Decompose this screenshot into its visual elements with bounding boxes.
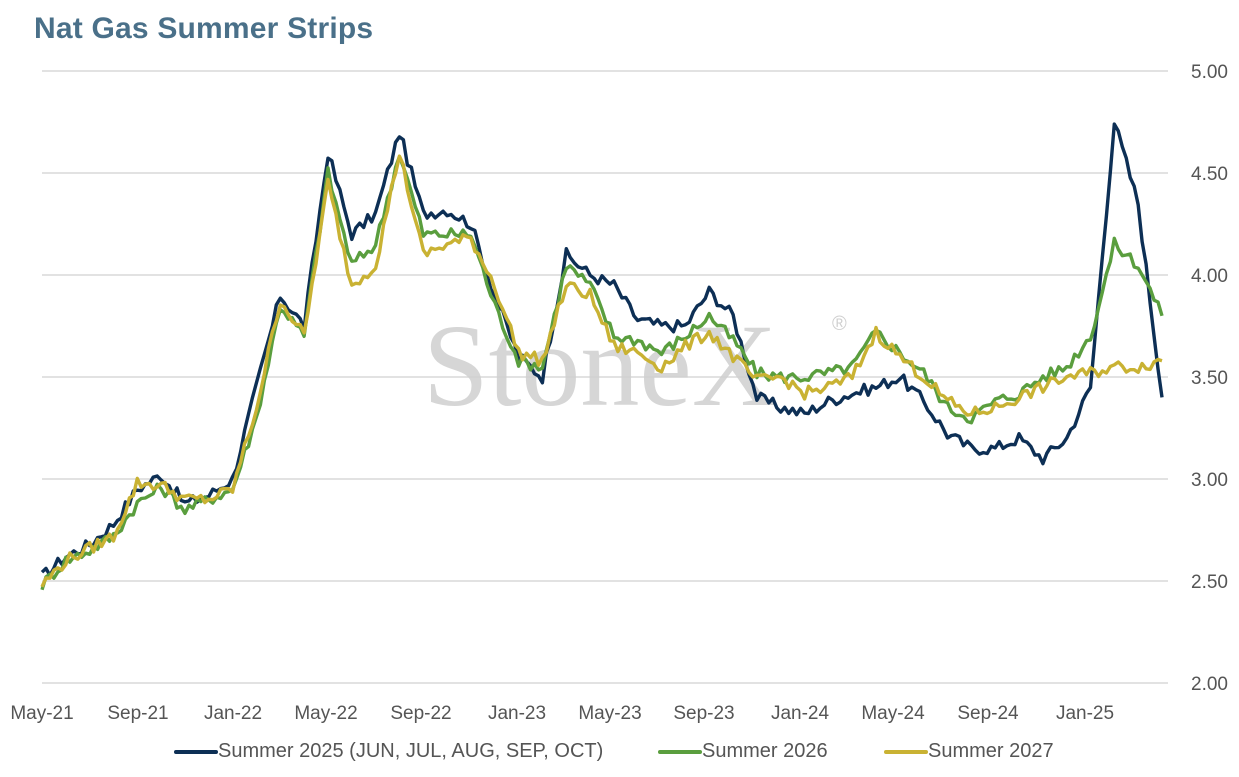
legend-label-summer-2027: Summer 2027 bbox=[928, 740, 1054, 762]
chart-title: Nat Gas Summer Strips bbox=[34, 12, 374, 45]
legend-item-summer-2027: Summer 2027 bbox=[884, 740, 1054, 763]
legend-swatch-summer-2026 bbox=[658, 749, 702, 754]
legend-label-summer-2026: Summer 2026 bbox=[702, 740, 828, 762]
legend-item-summer-2025: Summer 2025 (JUN, JUL, AUG, SEP, OCT) bbox=[174, 740, 603, 763]
series-line-summer-2025 bbox=[40, 122, 1164, 578]
x-tick-label: Jan-25 bbox=[1056, 703, 1114, 724]
x-tick-label: May-22 bbox=[294, 703, 357, 724]
legend-swatch-summer-2025 bbox=[174, 749, 218, 754]
legend: Summer 2025 (JUN, JUL, AUG, SEP, OCT) Su… bbox=[0, 740, 1239, 770]
y-tick-label: 2.00 bbox=[1191, 674, 1228, 695]
series-group bbox=[40, 122, 1164, 591]
y-tick-label: 4.50 bbox=[1191, 164, 1228, 185]
series-line-summer-2026 bbox=[40, 155, 1164, 591]
y-tick-label: 2.50 bbox=[1191, 572, 1228, 593]
x-tick-label: May-21 bbox=[10, 703, 73, 724]
x-tick-label: Jan-22 bbox=[204, 703, 262, 724]
x-tick-label: Sep-21 bbox=[107, 703, 168, 724]
legend-label-summer-2025: Summer 2025 (JUN, JUL, AUG, SEP, OCT) bbox=[218, 740, 604, 762]
y-tick-label: 3.00 bbox=[1191, 470, 1228, 491]
legend-item-summer-2026: Summer 2026 bbox=[658, 740, 828, 763]
x-tick-label: May-24 bbox=[861, 703, 925, 724]
y-tick-label: 4.00 bbox=[1191, 266, 1228, 287]
x-tick-label: May-23 bbox=[578, 703, 641, 724]
y-tick-label: 3.50 bbox=[1191, 368, 1228, 389]
series-line-summer-2027 bbox=[40, 154, 1163, 588]
x-axis-ticks: May-21 Sep-21 Jan-22 May-22 Sep-22 Jan-23 May-… bbox=[10, 703, 1114, 724]
gridlines bbox=[42, 70, 1168, 684]
x-tick-label: Sep-22 bbox=[390, 703, 451, 724]
x-tick-label: Jan-24 bbox=[771, 703, 830, 724]
y-tick-label: 5.00 bbox=[1191, 62, 1228, 83]
x-tick-label: Sep-23 bbox=[673, 703, 734, 724]
legend-swatch-summer-2027 bbox=[884, 749, 928, 754]
x-tick-label: Sep-24 bbox=[957, 703, 1019, 724]
watermark-registered-mark: ® bbox=[832, 313, 847, 335]
x-tick-label: Jan-23 bbox=[488, 703, 546, 724]
y-axis-ticks: 2.00 2.50 3.00 3.50 4.00 4.50 5.00 bbox=[1191, 62, 1228, 695]
